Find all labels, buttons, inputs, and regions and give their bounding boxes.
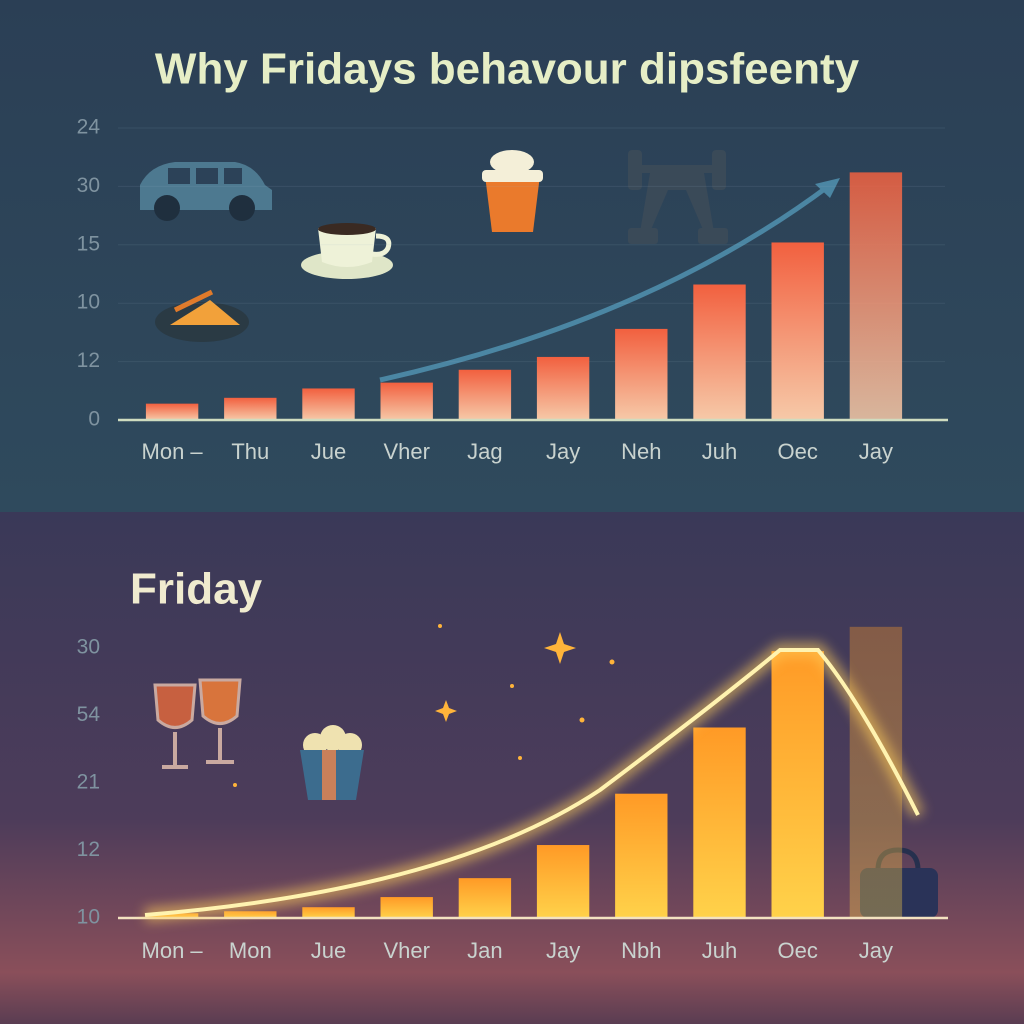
x-tick-label: Vher (383, 439, 429, 464)
bar (458, 878, 512, 918)
bar (380, 897, 433, 918)
y-tick-label: 30 (77, 635, 100, 658)
x-tick-label: Vher (383, 938, 429, 963)
x-tick-label: Mon (229, 938, 272, 963)
x-tick-label: Nbh (621, 938, 661, 963)
y-tick-label: 54 (77, 703, 101, 726)
bar (693, 284, 746, 420)
x-tick-label: Oec (778, 938, 818, 963)
bar (536, 845, 590, 918)
x-tick-label: Jag (467, 439, 502, 464)
x-tick-label: Thu (231, 439, 269, 464)
bar (224, 397, 277, 420)
trend-arrow (379, 182, 832, 383)
sparkles (233, 624, 615, 787)
bar (615, 793, 668, 918)
bar (849, 172, 903, 420)
x-tick-label: Jay (546, 439, 580, 464)
x-tick-label: Jue (311, 439, 346, 464)
y-tick-label: 21 (77, 770, 100, 793)
arrow-head (815, 178, 840, 198)
bar (458, 369, 512, 420)
y-tick-label: 12 (77, 349, 100, 372)
y-tick-label: 0 (88, 408, 100, 431)
glow-trend (144, 643, 925, 922)
pie-icon (155, 289, 249, 342)
y-tick-label: 15 (77, 232, 100, 255)
x-tick-label: Jay (859, 938, 893, 963)
x-tick-label: Juh (702, 439, 737, 464)
y-tick-label: 10 (77, 906, 100, 929)
x-tick-label: Oec (778, 439, 818, 464)
x-tick-label: Jan (467, 938, 502, 963)
bar (302, 388, 355, 420)
bar (224, 911, 277, 918)
x-tick-label: Mon – (142, 439, 204, 464)
popcorn-icon (300, 725, 364, 800)
x-tick-label: Jay (859, 439, 893, 464)
bar (771, 651, 824, 918)
wine-icon (153, 678, 242, 769)
bar (302, 907, 355, 918)
bar (145, 403, 199, 420)
bar (536, 356, 590, 420)
y-tick-label: 24 (77, 116, 101, 139)
gym-icon (628, 150, 728, 244)
bar (615, 328, 668, 420)
x-tick-label: Jay (546, 938, 580, 963)
x-tick-label: Jue (311, 938, 346, 963)
y-tick-label: 30 (77, 174, 100, 197)
bar (771, 242, 824, 420)
car-icon (140, 162, 272, 221)
y-tick-label: 10 (77, 291, 100, 314)
bar (693, 727, 746, 918)
bar (380, 382, 433, 420)
x-tick-label: Mon – (142, 938, 204, 963)
coffee-icon (301, 223, 393, 279)
x-tick-label: Neh (621, 439, 661, 464)
y-tick-label: 12 (77, 838, 100, 861)
x-tick-label: Juh (702, 938, 737, 963)
chart-title: Friday (130, 565, 263, 614)
chart-title: Why Fridays behavour dipsfeenty (155, 45, 860, 94)
cup-icon (482, 150, 543, 232)
